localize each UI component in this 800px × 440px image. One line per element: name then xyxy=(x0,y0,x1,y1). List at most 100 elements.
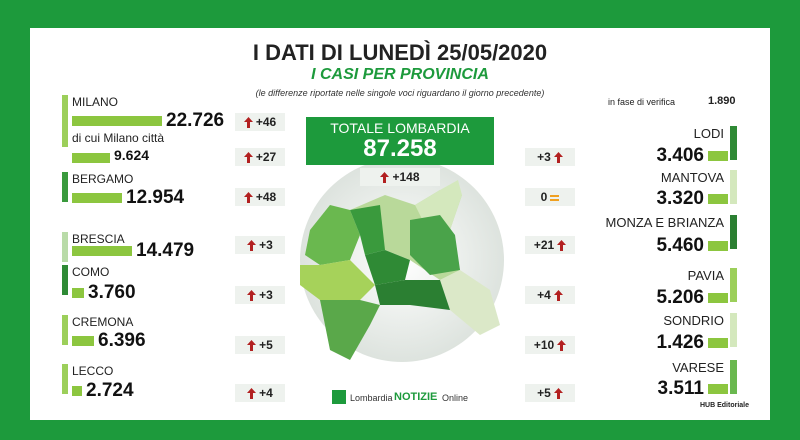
value: 2.724 xyxy=(86,380,134,401)
up-arrow xyxy=(243,191,253,203)
value: 22.726 xyxy=(166,110,225,131)
name: di cui Milano città xyxy=(72,131,165,145)
bar xyxy=(72,153,110,163)
delta: +27 xyxy=(255,150,277,164)
title: I DATI DI LUNEDÌ 25/05/2020 xyxy=(252,40,548,65)
delta: +5 xyxy=(537,386,551,400)
side-bar xyxy=(730,360,737,394)
side-bar xyxy=(730,215,737,249)
name: MONZA E BRIANZA xyxy=(605,215,724,230)
value: 1.426 xyxy=(656,332,704,353)
side-bar xyxy=(730,170,737,204)
delta: +4 xyxy=(259,386,273,400)
up-arrow xyxy=(243,151,253,163)
value: 3.511 xyxy=(657,378,705,399)
name: BRESCIA xyxy=(72,232,125,246)
total-label: TOTALE LOMBARDIA xyxy=(330,120,470,136)
bar xyxy=(708,338,728,348)
bar xyxy=(72,288,84,298)
up-arrow xyxy=(247,339,257,351)
name: COMO xyxy=(72,265,110,279)
side-bar xyxy=(62,232,68,262)
side-bar xyxy=(62,265,68,295)
side-bar xyxy=(62,95,68,147)
value: 5.460 xyxy=(656,235,704,256)
delta: +3 xyxy=(259,238,273,252)
value: 3.760 xyxy=(88,282,136,303)
value: 14.479 xyxy=(136,240,195,261)
delta: 0 xyxy=(540,190,548,204)
bar xyxy=(708,194,728,204)
bar xyxy=(72,386,82,396)
up-arrow xyxy=(557,339,567,351)
up-arrow xyxy=(553,151,563,163)
name: LODI xyxy=(693,126,724,141)
delta: +148 xyxy=(392,170,420,184)
side-bar xyxy=(730,126,737,160)
up-arrow xyxy=(553,289,563,301)
bar xyxy=(708,293,728,303)
credit: HUB Editoriale xyxy=(700,402,750,409)
up-arrow xyxy=(247,239,257,251)
total-box xyxy=(306,117,494,165)
subtitle: I CASI PER PROVINCIA xyxy=(311,66,489,83)
up-arrow xyxy=(243,116,253,128)
name: VARESE xyxy=(672,360,724,375)
delta-box: +3 xyxy=(525,148,575,166)
up-arrow xyxy=(247,387,257,399)
delta-box: +27 xyxy=(235,148,285,166)
delta: +3 xyxy=(259,288,273,302)
delta-box: +4 xyxy=(525,286,575,304)
name: BERGAMO xyxy=(72,172,134,186)
value: 3.406 xyxy=(656,145,704,166)
verification-label: in fase di verifica xyxy=(608,97,676,107)
bar xyxy=(72,193,122,203)
up-arrow xyxy=(557,239,567,251)
delta-box: +3 xyxy=(235,286,285,304)
verification-value: 1.890 xyxy=(708,95,736,107)
value: 3.320 xyxy=(656,188,704,209)
delta: +21 xyxy=(533,238,555,252)
bar xyxy=(708,384,728,394)
logo-c: Online xyxy=(442,393,469,403)
total-value: 87.258 xyxy=(363,135,437,162)
name: CREMONA xyxy=(72,315,134,329)
name: PAVIA xyxy=(687,268,724,283)
value: 6.396 xyxy=(98,330,146,351)
delta-box: +5 xyxy=(525,384,575,402)
name: MANTOVA xyxy=(660,170,724,185)
value: 5.206 xyxy=(656,287,704,308)
delta: +46 xyxy=(255,115,277,129)
delta-box: +4 xyxy=(235,384,285,402)
name: SONDRIO xyxy=(663,313,724,328)
bar xyxy=(72,116,162,126)
side-bar xyxy=(62,172,68,202)
bar xyxy=(708,151,728,161)
delta: +3 xyxy=(537,150,551,164)
value: 12.954 xyxy=(126,187,185,208)
delta-box: 0 xyxy=(525,188,575,206)
side-bar xyxy=(62,364,68,394)
side-bar xyxy=(730,313,737,347)
bar xyxy=(72,336,94,346)
logo-b: NOTIZIE xyxy=(394,391,438,403)
delta: +48 xyxy=(255,190,277,204)
logo-a: Lombardia xyxy=(350,393,393,403)
delta-box: +3 xyxy=(235,236,285,254)
side-bar xyxy=(62,315,68,345)
equal-icon xyxy=(550,194,560,201)
value: 9.624 xyxy=(114,147,150,163)
bar xyxy=(708,241,728,251)
name: LECCO xyxy=(72,364,114,378)
note: (le differenze riportate nelle singole v… xyxy=(255,88,545,98)
name: MILANO xyxy=(72,95,119,109)
delta-box: +48 xyxy=(235,188,285,206)
bar xyxy=(72,246,132,256)
delta-box: +10 xyxy=(525,336,575,354)
logo-icon xyxy=(332,390,346,404)
side-bar xyxy=(730,268,737,302)
up-arrow xyxy=(380,171,390,183)
delta: +5 xyxy=(259,338,273,352)
up-arrow xyxy=(553,387,563,399)
